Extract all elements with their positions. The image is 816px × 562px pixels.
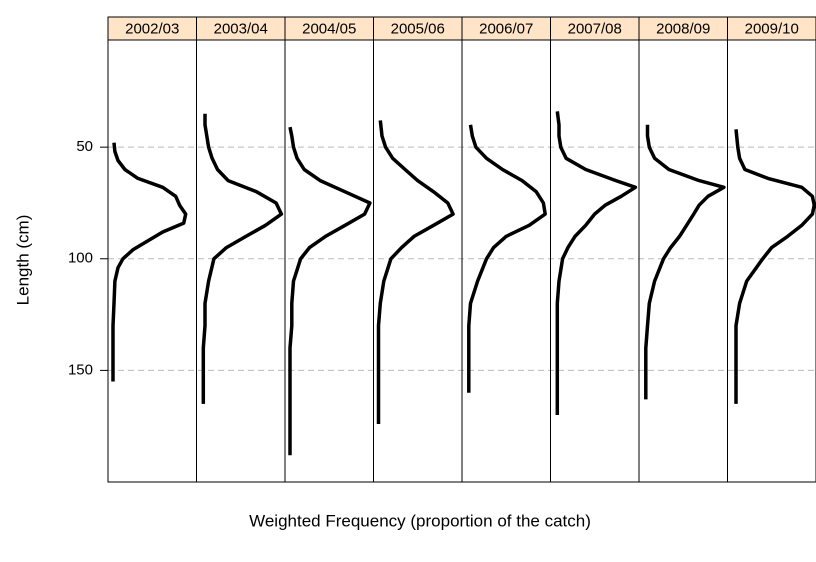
y-tick-label: 100 [68, 250, 93, 267]
strip-label: 2009/10 [745, 20, 799, 37]
frequency-line [201, 113, 284, 404]
strip-label: 2003/04 [214, 20, 268, 37]
strip-label: 2002/03 [125, 20, 179, 37]
panel-frame [638, 39, 728, 483]
y-tick-label: 150 [68, 361, 93, 378]
panel-frame [196, 39, 286, 483]
x-axis-label: Weighted Frequency (proportion of the ca… [249, 511, 591, 530]
strip-label: 2006/07 [479, 20, 533, 37]
frequency-line [467, 124, 547, 393]
frequency-line [644, 124, 726, 400]
strip-label: 2007/08 [568, 20, 622, 37]
panel-frame [461, 39, 551, 483]
frequency-line [288, 126, 372, 456]
strip-label: 2005/06 [391, 20, 445, 37]
frequency-line [376, 120, 455, 424]
strip-label: 2008/09 [656, 20, 710, 37]
frequency-line [111, 142, 188, 382]
strip-label: 2004/05 [302, 20, 356, 37]
y-tick-label: 50 [76, 138, 93, 155]
frequency-line [555, 111, 638, 415]
y-axis-label: Length (cm) [13, 215, 32, 306]
panel-frame [373, 39, 463, 483]
frequency-line [734, 129, 816, 404]
panel-frame [727, 39, 816, 483]
